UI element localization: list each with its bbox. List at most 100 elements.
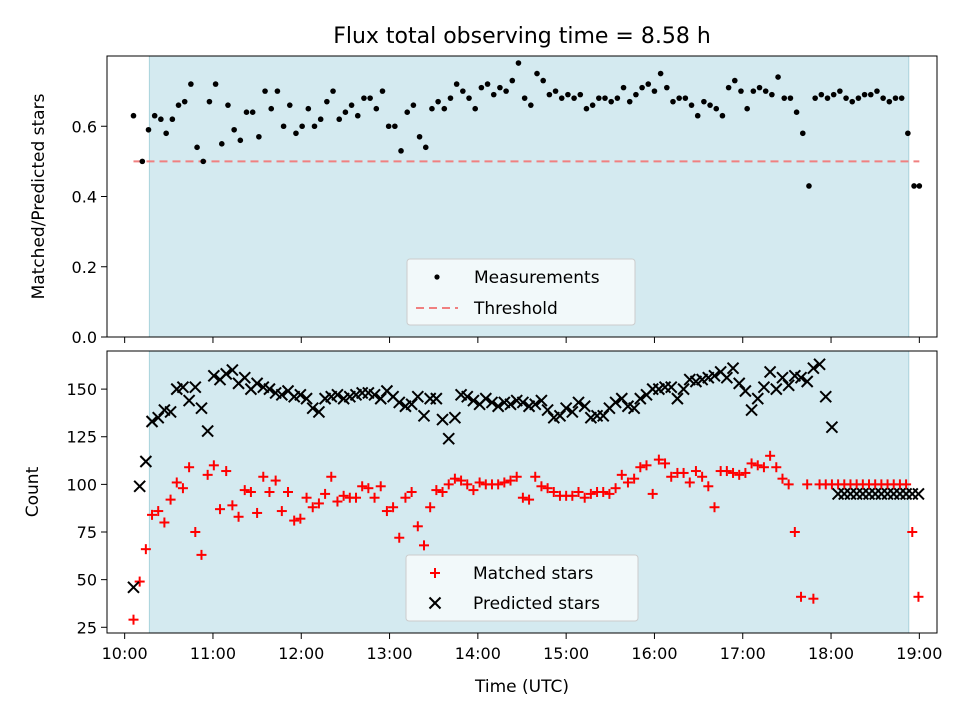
measurement-point: [404, 109, 411, 115]
matched-star-point: [635, 462, 646, 473]
predicted-star-point: [572, 396, 585, 409]
predicted-star-point: [800, 375, 814, 388]
matched-star-point: [604, 488, 615, 499]
predicted-star-point: [368, 388, 381, 402]
measurement-point: [657, 70, 664, 77]
predicted-star-point: [250, 377, 264, 390]
matched-star-point: [660, 458, 671, 469]
predicted-star-point: [133, 480, 146, 493]
matched-star-point: [326, 471, 337, 482]
predicted-star-point: [461, 390, 474, 403]
matched-star-point: [381, 506, 392, 517]
predicted-star-point: [263, 382, 276, 396]
matched-star-point: [573, 487, 584, 497]
predicted-star-point: [300, 392, 313, 405]
matched-star-point: [233, 511, 244, 522]
x-tick-label: 16:00: [631, 644, 677, 663]
measurement-point: [305, 105, 312, 112]
measurement-point: [762, 88, 769, 94]
measurement-point: [515, 60, 522, 66]
measurement-point: [379, 88, 386, 94]
predicted-star-point: [467, 394, 480, 407]
legend-predicted-label: Predicted stars: [473, 594, 600, 614]
measurement-point: [608, 98, 614, 105]
measurement-point: [225, 102, 231, 108]
predicted-star-point: [374, 392, 387, 405]
measurement-point: [552, 88, 559, 94]
measurement-point: [769, 91, 775, 98]
predicted-star-point: [794, 371, 808, 384]
matched-star-point: [548, 487, 559, 497]
bottom-plot-frame: [106, 350, 938, 634]
bottom-y-tick-label: 50: [77, 571, 97, 590]
measurement-point: [212, 81, 219, 87]
measurement-point: [916, 183, 923, 189]
measurement-point: [286, 102, 293, 108]
predicted-star-point: [485, 396, 499, 409]
matched-star-point: [406, 487, 417, 497]
measurement-point: [311, 123, 318, 130]
measurement-point: [799, 130, 806, 137]
x-tick-label: 19:00: [896, 644, 942, 663]
measurement-point: [490, 91, 497, 98]
matched-star-point: [505, 475, 516, 486]
top-legend: Measurements Threshold: [406, 258, 636, 326]
matched-star-point: [239, 485, 250, 496]
measurement-point: [521, 95, 528, 101]
measurement-point: [484, 81, 491, 87]
measurement-point: [756, 84, 763, 91]
measurement-point: [874, 88, 880, 94]
matched-star-point: [171, 477, 182, 488]
matched-star-point: [252, 507, 263, 518]
predicted-star-point: [504, 398, 517, 411]
measurement-point: [534, 70, 540, 77]
measurement-point: [639, 84, 645, 91]
matched-star-point: [542, 483, 553, 494]
predicted-star-point: [578, 400, 591, 413]
measurement-point: [206, 98, 213, 105]
matched-star-point: [270, 475, 281, 486]
matched-star-point: [258, 471, 269, 482]
measurement-point: [188, 81, 194, 87]
measurement-point: [373, 105, 380, 112]
matched-star-point: [468, 485, 479, 496]
measurement-point: [249, 109, 256, 115]
measurement-point: [905, 130, 911, 137]
top-y-tick-label: 0.4: [72, 188, 97, 207]
matched-star-point: [153, 506, 164, 517]
bottom-y-axis: 25 50 75 100 125 150: [66, 380, 107, 637]
measurement-point: [139, 158, 146, 165]
matched-star-point: [536, 481, 547, 492]
matched-star-point: [264, 487, 275, 497]
x-tick-label: 17:00: [720, 644, 766, 663]
matched-star-point: [771, 462, 782, 473]
bottom-panel: 25 50 75 100 125 150 10:00 11:00 12:00 13:00 14:0…: [23, 350, 942, 697]
matched-star-point: [313, 498, 324, 509]
measurement-point: [256, 133, 262, 140]
matched-star-point: [431, 485, 442, 496]
x-tick-label: 14:00: [455, 644, 501, 663]
x-tick-label: 18:00: [808, 644, 854, 663]
top-legend-box: [406, 258, 636, 326]
matched-star-point: [499, 477, 510, 488]
predicted-star-point: [813, 358, 826, 371]
bottom-y-axis-label: Count: [23, 466, 43, 517]
measurement-point: [867, 91, 874, 98]
x-tick-label: 11:00: [190, 644, 236, 663]
matched-star-point: [585, 488, 596, 499]
legend-measurements-label: Measurements: [474, 268, 600, 288]
matched-star-point: [196, 549, 207, 560]
matched-star-point: [783, 479, 794, 490]
bottom-y-tick-label: 25: [77, 618, 97, 637]
matched-star-point: [363, 483, 374, 494]
predicted-star-point: [708, 369, 721, 382]
measurement-point: [855, 95, 862, 101]
matched-star-point: [307, 502, 318, 513]
x-axis-label: Time (UTC): [474, 677, 569, 697]
measurement-point: [460, 88, 466, 94]
measurement-point: [546, 91, 553, 98]
matched-star-point: [449, 473, 460, 484]
matched-star-point: [697, 471, 708, 482]
measurement-point: [596, 95, 602, 101]
predicted-star-point: [751, 392, 764, 405]
